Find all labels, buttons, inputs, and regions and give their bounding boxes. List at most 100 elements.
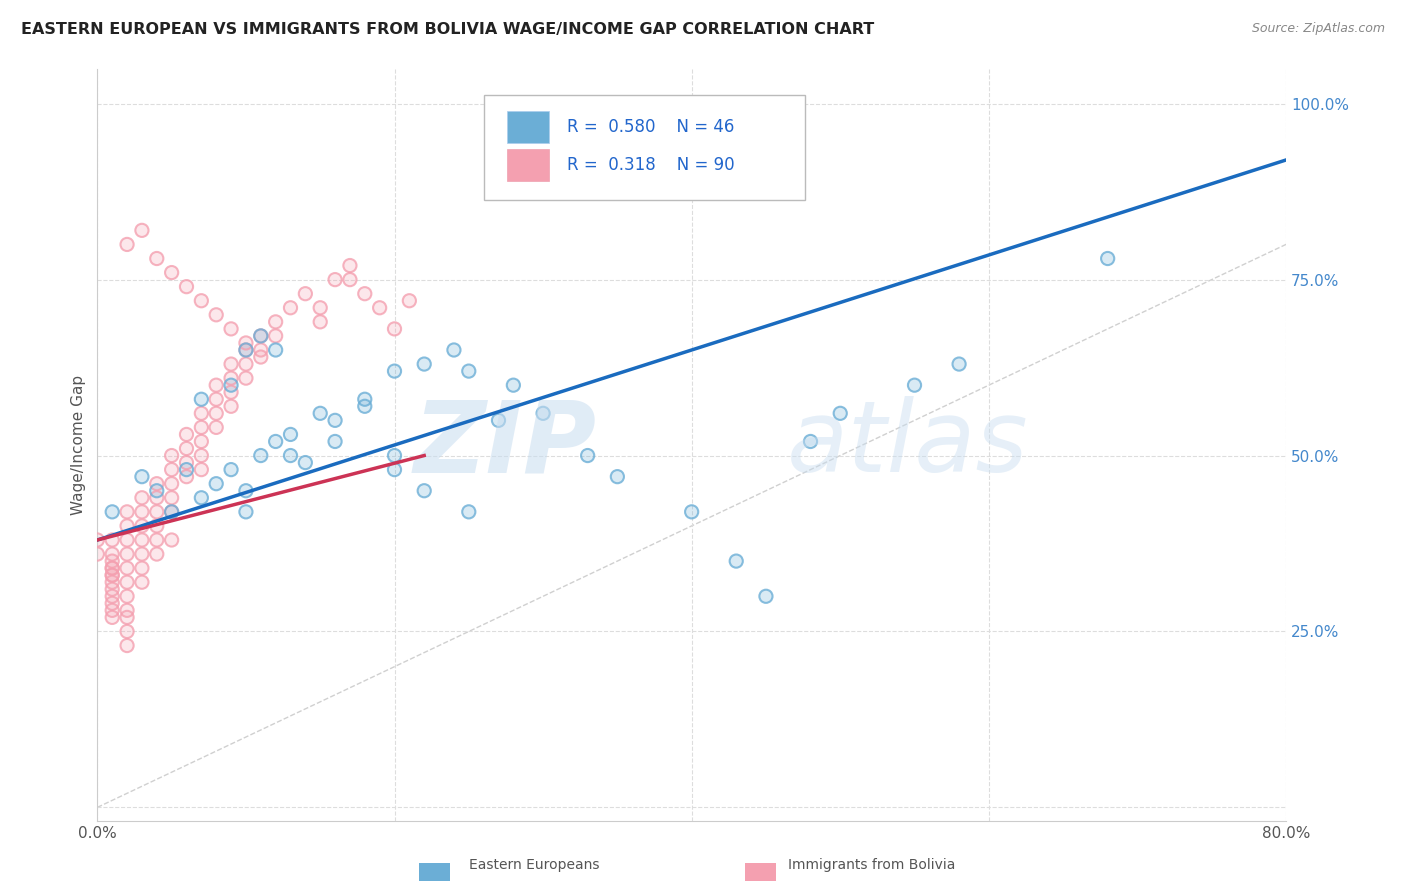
Point — [339, 272, 361, 286]
Point — [101, 589, 124, 603]
Point — [115, 624, 138, 639]
Point — [115, 603, 138, 617]
Point — [264, 434, 287, 449]
Point — [176, 462, 198, 476]
Point — [205, 308, 228, 322]
Point — [190, 392, 212, 407]
Point — [830, 406, 852, 420]
Point — [190, 491, 212, 505]
Point — [115, 237, 138, 252]
Point — [190, 406, 212, 420]
Point — [101, 610, 124, 624]
Text: ZIP: ZIP — [413, 396, 596, 493]
Point — [576, 449, 599, 463]
Point — [264, 329, 287, 343]
Point — [280, 449, 302, 463]
Point — [681, 505, 703, 519]
Point — [190, 293, 212, 308]
Point — [190, 434, 212, 449]
Point — [205, 406, 228, 420]
Point — [219, 462, 242, 476]
Point — [323, 413, 346, 427]
Point — [353, 392, 375, 407]
Point — [235, 483, 257, 498]
Point — [115, 547, 138, 561]
Point — [249, 329, 271, 343]
Point — [101, 561, 124, 575]
Point — [413, 483, 436, 498]
Point — [353, 399, 375, 413]
Point — [176, 462, 198, 476]
Point — [368, 301, 391, 315]
Point — [101, 610, 124, 624]
Point — [249, 350, 271, 364]
Point — [384, 462, 406, 476]
Point — [384, 449, 406, 463]
Point — [101, 533, 124, 547]
Point — [86, 547, 108, 561]
Text: Eastern Europeans: Eastern Europeans — [470, 858, 599, 872]
Point — [323, 272, 346, 286]
Point — [443, 343, 465, 357]
Point — [115, 505, 138, 519]
Point — [146, 533, 169, 547]
Point — [115, 575, 138, 590]
Point — [101, 582, 124, 597]
Point — [131, 533, 153, 547]
Point — [235, 371, 257, 385]
Point — [576, 449, 599, 463]
Point — [115, 639, 138, 653]
Point — [339, 259, 361, 273]
Point — [309, 406, 332, 420]
Point — [264, 434, 287, 449]
Point — [235, 343, 257, 357]
Point — [86, 533, 108, 547]
Point — [799, 434, 821, 449]
Point — [160, 505, 183, 519]
Point — [160, 505, 183, 519]
Point — [131, 505, 153, 519]
Point — [131, 469, 153, 483]
Point — [101, 603, 124, 617]
Point — [176, 442, 198, 456]
Point — [190, 462, 212, 476]
Point — [264, 315, 287, 329]
Point — [606, 469, 628, 483]
Point — [353, 392, 375, 407]
Point — [115, 547, 138, 561]
Point — [219, 371, 242, 385]
Point — [101, 589, 124, 603]
Point — [309, 315, 332, 329]
Text: EASTERN EUROPEAN VS IMMIGRANTS FROM BOLIVIA WAGE/INCOME GAP CORRELATION CHART: EASTERN EUROPEAN VS IMMIGRANTS FROM BOLI… — [21, 22, 875, 37]
Point — [323, 434, 346, 449]
Point — [101, 603, 124, 617]
Point — [86, 547, 108, 561]
Point — [146, 519, 169, 533]
Point — [398, 293, 420, 308]
Point — [219, 385, 242, 400]
Point — [339, 272, 361, 286]
Point — [146, 547, 169, 561]
Point — [190, 406, 212, 420]
Point — [681, 505, 703, 519]
Point — [146, 491, 169, 505]
Point — [115, 575, 138, 590]
Point — [502, 378, 524, 392]
Point — [249, 350, 271, 364]
Point — [205, 476, 228, 491]
Point — [235, 343, 257, 357]
Point — [205, 420, 228, 434]
Point — [235, 357, 257, 371]
Point — [115, 533, 138, 547]
Point — [323, 272, 346, 286]
Point — [115, 639, 138, 653]
Point — [131, 561, 153, 575]
Point — [131, 533, 153, 547]
Point — [413, 357, 436, 371]
Point — [205, 308, 228, 322]
Point — [280, 301, 302, 315]
Point — [205, 378, 228, 392]
Point — [101, 554, 124, 568]
Point — [160, 505, 183, 519]
Point — [146, 252, 169, 266]
